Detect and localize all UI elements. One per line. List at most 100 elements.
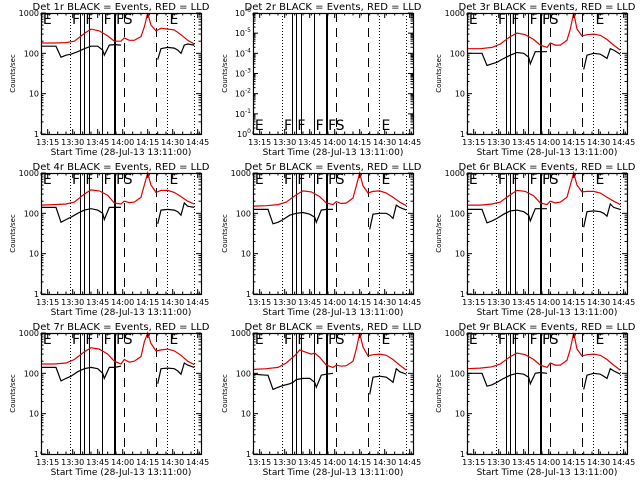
x-tick-label: 14:30 [373, 298, 396, 307]
x-tick-label: 14:00 [111, 138, 134, 147]
y-tick-label: 100 [236, 369, 251, 378]
x-tick-label: 14:45 [398, 458, 421, 467]
event-marker-F: F [530, 12, 538, 28]
event-marker-F: F [328, 332, 336, 348]
y-tick-label: 10 [29, 410, 39, 419]
x-tick-label: 13:45 [86, 298, 109, 307]
event-marker-F: F [498, 172, 506, 188]
panel-title: Det 7r BLACK = Events, RED = LLD [33, 322, 210, 333]
event-marker-E: E [382, 172, 391, 188]
x-tick-label: 14:00 [323, 298, 346, 307]
event-marker-E: E [170, 12, 179, 28]
event-marker-E: E [382, 118, 391, 134]
event-marker-F: F [284, 118, 292, 134]
x-tick-label: 13:30 [273, 138, 296, 147]
event-marker-F: F [104, 12, 112, 28]
event-marker-F: F [116, 172, 124, 188]
y-tick-label: 1 [246, 290, 251, 299]
y-axis-label: Counts/sec [221, 54, 229, 93]
event-marker-S: S [550, 12, 559, 28]
lld-series-line [466, 332, 621, 371]
y-tick-label: 1 [34, 130, 39, 139]
event-marker-F: F [542, 12, 550, 28]
x-tick-label: 14:30 [587, 458, 610, 467]
panel-title: Det 2r BLACK = Events, RED = LLD [245, 2, 422, 13]
panel-title: Det 5r BLACK = Events, RED = LLD [245, 162, 422, 173]
y-tick-label: 1000 [231, 169, 251, 178]
y-tick-label: 10-1 [235, 108, 251, 119]
y-axis-label: Counts/sec [9, 374, 17, 413]
events-series-line [467, 47, 621, 70]
y-axis-label: Counts/sec [221, 214, 229, 253]
panel-title: Det 1r BLACK = Events, RED = LLD [33, 2, 210, 13]
events-series-line [252, 367, 407, 395]
y-tick-label: 10 [455, 90, 465, 99]
x-tick-label: 13:30 [487, 138, 510, 147]
x-tick-label: 14:30 [161, 138, 184, 147]
lld-series-line [467, 170, 621, 206]
x-tick-label: 14:30 [587, 138, 610, 147]
x-axis-label: Start Time (28-Jul-13 13:11:00) [51, 308, 192, 318]
x-tick-label: 14:45 [398, 138, 421, 147]
y-tick-label: 100 [24, 209, 39, 218]
x-tick-label: 14:45 [612, 138, 635, 147]
x-tick-label: 13:45 [298, 458, 321, 467]
y-tick-label: 1000 [445, 329, 465, 338]
y-tick-label: 1 [246, 450, 251, 459]
plot-frame [466, 12, 629, 136]
event-marker-F: F [297, 118, 305, 134]
x-axis-label: Start Time (28-Jul-13 13:11:00) [51, 148, 192, 158]
event-marker-F: F [316, 332, 324, 348]
event-marker-F: F [530, 332, 538, 348]
x-tick-label: 13:45 [86, 458, 109, 467]
event-marker-S: S [550, 172, 559, 188]
x-tick-label: 14:30 [373, 138, 396, 147]
y-axis-label: Counts/sec [435, 374, 443, 413]
x-tick-label: 13:45 [298, 298, 321, 307]
x-tick-label: 14:30 [587, 298, 610, 307]
x-tick-label: 13:15 [248, 298, 271, 307]
x-tick-label: 13:45 [86, 138, 109, 147]
events-series-line [467, 202, 621, 228]
x-tick-label: 14:45 [186, 298, 209, 307]
event-marker-F: F [542, 332, 550, 348]
x-tick-label: 14:15 [348, 138, 371, 147]
y-tick-label: 10 [455, 410, 465, 419]
events-series-line [41, 362, 195, 384]
y-tick-label: 1 [460, 290, 465, 299]
event-marker-F: F [498, 332, 506, 348]
event-marker-E: E [469, 332, 478, 348]
event-marker-S: S [124, 172, 133, 188]
x-tick-label: 13:15 [36, 298, 59, 307]
event-marker-F: F [85, 172, 93, 188]
plot-frame [40, 332, 203, 456]
event-marker-F: F [85, 12, 93, 28]
event-marker-E: E [43, 332, 52, 348]
x-tick-label: 14:00 [111, 298, 134, 307]
lld-series-line [252, 332, 407, 371]
y-tick-label: 10-2 [235, 88, 251, 99]
x-tick-label: 13:15 [462, 458, 485, 467]
y-axis-label: Counts/sec [435, 214, 443, 253]
x-tick-label: 13:15 [462, 138, 485, 147]
plot-frame [252, 332, 415, 456]
plot-frame [466, 332, 629, 456]
event-marker-E: E [469, 172, 478, 188]
x-tick-label: 14:15 [348, 458, 371, 467]
y-tick-label: 1000 [19, 329, 39, 338]
x-tick-label: 13:15 [36, 138, 59, 147]
lld-series-line [41, 331, 195, 366]
x-axis-label: Start Time (28-Jul-13 13:11:00) [263, 308, 404, 318]
y-tick-label: 100 [236, 209, 251, 218]
y-tick-label: 10-3 [235, 68, 251, 79]
event-marker-F: F [316, 118, 324, 134]
y-tick-label: 10 [29, 250, 39, 259]
event-marker-F: F [104, 332, 112, 348]
panel-title: Det 9r BLACK = Events, RED = LLD [459, 322, 636, 333]
x-tick-label: 13:45 [512, 138, 535, 147]
